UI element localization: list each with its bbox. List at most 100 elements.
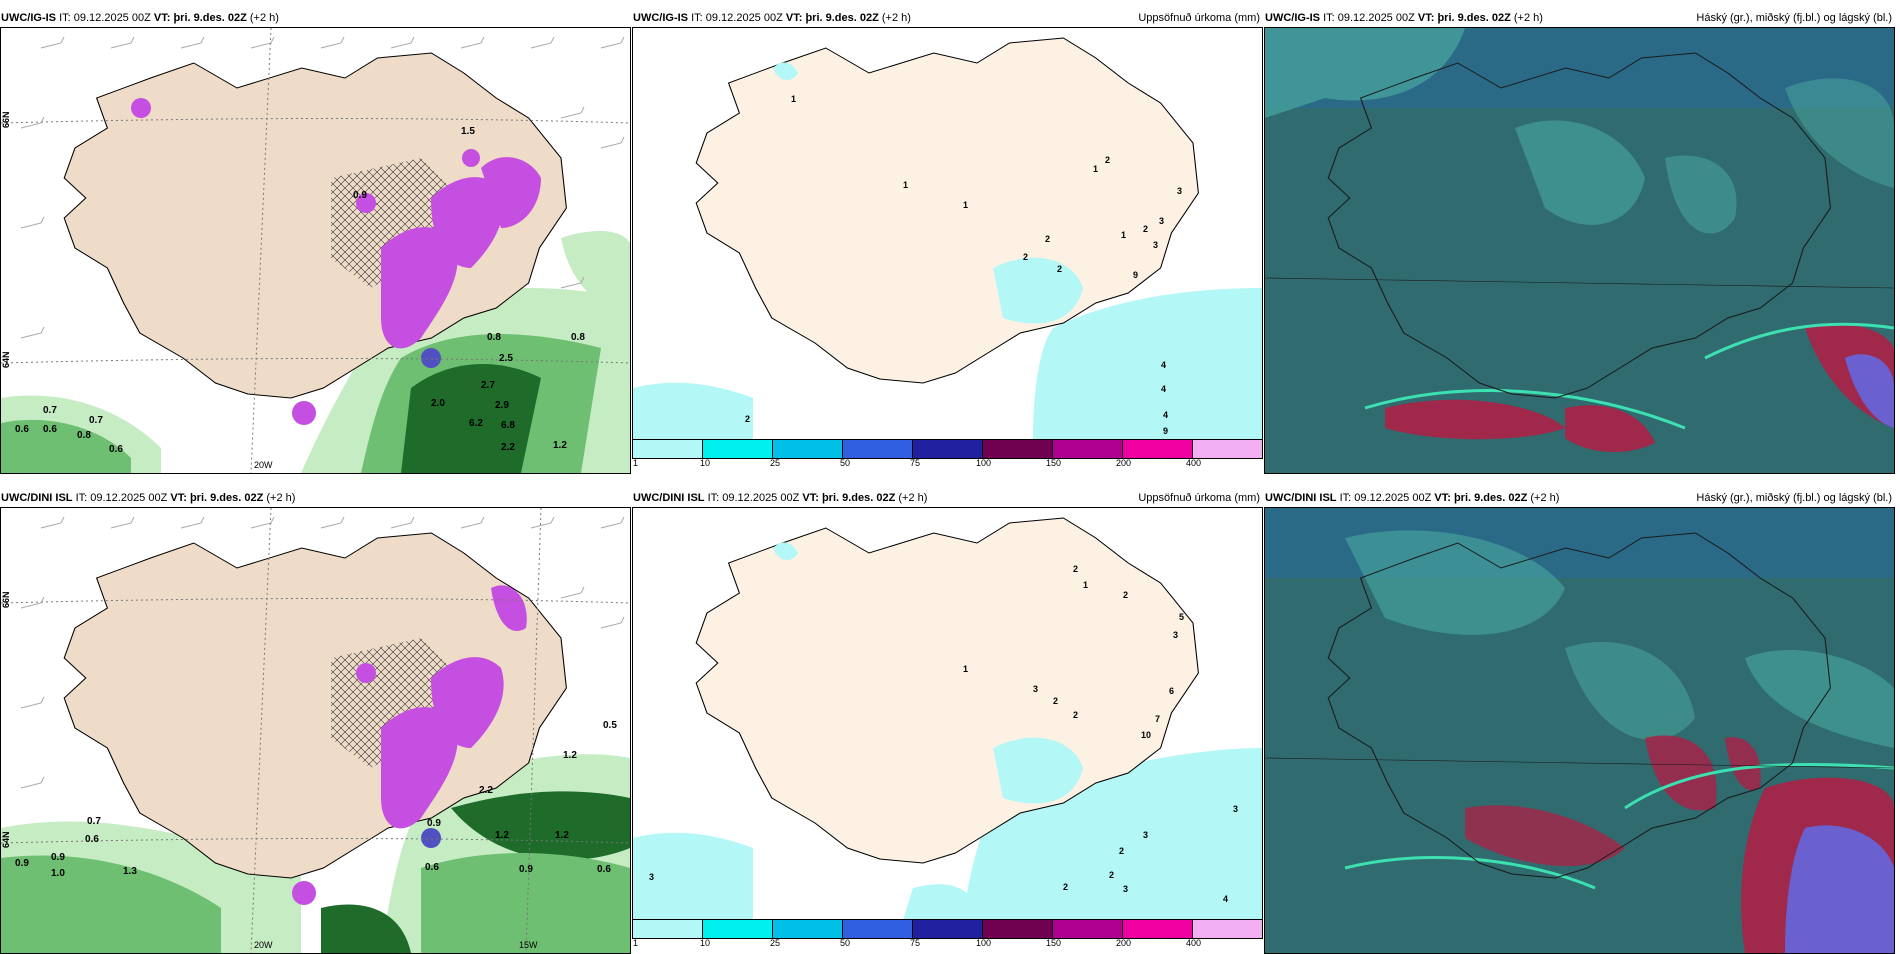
svg-text:0.9: 0.9	[15, 858, 29, 869]
legend-color-1	[633, 440, 703, 458]
legend-color-75	[913, 440, 983, 458]
legend-color-150	[1053, 440, 1123, 458]
map-accum-precip[interactable]: 1 1 2 2 3 2 3 1 1 2 3 9 2 4 4 4 9 2 1	[632, 27, 1263, 441]
svg-text:1: 1	[903, 180, 908, 190]
svg-text:3: 3	[1159, 216, 1164, 226]
svg-text:2: 2	[1073, 710, 1078, 720]
legend-color-25	[773, 920, 843, 938]
svg-text:0.8: 0.8	[77, 430, 91, 441]
svg-text:2.7: 2.7	[481, 380, 495, 391]
svg-text:3: 3	[1153, 240, 1158, 250]
panel-title: UWC/IG-IS IT: 09.12.2025 00Z VT: þri. 9.…	[1265, 12, 1892, 24]
svg-text:1: 1	[1121, 230, 1126, 240]
svg-text:9: 9	[1163, 426, 1168, 436]
svg-text:2: 2	[1105, 155, 1110, 165]
svg-text:2: 2	[1023, 252, 1028, 262]
panel-title: UWC/DINI ISL IT: 09.12.2025 00Z VT: þri.…	[633, 492, 1260, 504]
svg-text:0.6: 0.6	[109, 444, 123, 455]
svg-text:1.2: 1.2	[555, 830, 569, 841]
map-wind-precip-dini[interactable]: 66N 64N 20W 15W 0.7 0.6 0.9 0.9 1.0 1.3 …	[0, 507, 631, 954]
svg-text:66N: 66N	[1, 111, 11, 128]
svg-text:5: 5	[1179, 612, 1184, 622]
svg-text:0.6: 0.6	[597, 864, 611, 875]
svg-text:6.2: 6.2	[469, 418, 483, 429]
svg-text:6: 6	[1169, 686, 1174, 696]
svg-text:3: 3	[1123, 884, 1128, 894]
svg-text:4: 4	[1163, 410, 1168, 420]
svg-text:0.6: 0.6	[43, 424, 57, 435]
svg-text:1: 1	[1093, 164, 1098, 174]
svg-text:15W: 15W	[519, 940, 538, 950]
panel-title: UWC/IG-IS IT: 09.12.2025 00Z VT: þri. 9.…	[633, 12, 1260, 24]
svg-text:3: 3	[649, 872, 654, 882]
svg-text:0.6: 0.6	[425, 862, 439, 873]
map-clouds-dini[interactable]	[1264, 507, 1895, 954]
svg-text:1: 1	[963, 200, 968, 210]
svg-text:1.3: 1.3	[123, 866, 137, 877]
panel-top-left: UWC/IG-IS IT: 09.12.2025 00Z VT: þri. 9.…	[0, 8, 631, 474]
panel-title: UWC/DINI ISL IT: 09.12.2025 00Z VT: þri.…	[1265, 492, 1892, 504]
panel-bottom-left: UWC/DINI ISL IT: 09.12.2025 00Z VT: þri.…	[0, 488, 631, 954]
map-wind-precip[interactable]: 66N 64N 20W 0.8 0.6 0.7 0.7 0.8 0.6 0.6 …	[0, 27, 631, 474]
svg-text:2: 2	[1119, 846, 1124, 856]
map-clouds[interactable]	[1264, 27, 1895, 474]
legend-color-100	[983, 440, 1053, 458]
svg-text:0.7: 0.7	[87, 816, 101, 827]
svg-text:2: 2	[1053, 696, 1058, 706]
svg-text:2: 2	[1109, 870, 1114, 880]
svg-text:3: 3	[1177, 186, 1182, 196]
legend-color-10	[703, 440, 773, 458]
svg-text:1.5: 1.5	[461, 126, 475, 137]
svg-text:6.8: 6.8	[501, 420, 515, 431]
svg-text:0.7: 0.7	[89, 415, 103, 426]
legend-color-50	[843, 920, 913, 938]
svg-text:2: 2	[1063, 882, 1068, 892]
svg-text:2: 2	[745, 414, 750, 424]
svg-text:2.5: 2.5	[499, 353, 513, 364]
svg-text:1: 1	[791, 94, 796, 104]
panel-bottom-middle: UWC/DINI ISL IT: 09.12.2025 00Z VT: þri.…	[632, 488, 1263, 950]
svg-text:0.8: 0.8	[487, 332, 501, 343]
svg-text:7: 7	[1155, 714, 1160, 724]
precip-legend	[632, 919, 1263, 939]
svg-text:4: 4	[1161, 384, 1166, 394]
svg-text:0.7: 0.7	[43, 405, 57, 416]
legend-color-75	[913, 920, 983, 938]
svg-text:2.9: 2.9	[495, 400, 509, 411]
svg-text:1.2: 1.2	[553, 440, 567, 451]
precip-legend	[632, 439, 1263, 459]
svg-text:0.9: 0.9	[353, 190, 367, 201]
svg-text:4: 4	[1223, 894, 1228, 904]
svg-text:2.0: 2.0	[431, 398, 445, 409]
svg-text:10: 10	[1141, 730, 1151, 740]
legend-color-400	[1193, 920, 1262, 938]
svg-text:64N: 64N	[1, 831, 11, 848]
svg-text:2.2: 2.2	[501, 442, 515, 453]
svg-text:3: 3	[1233, 804, 1238, 814]
svg-text:1.2: 1.2	[495, 830, 509, 841]
svg-text:0.6: 0.6	[15, 424, 29, 435]
svg-text:2.2: 2.2	[479, 785, 493, 796]
legend-color-100	[983, 920, 1053, 938]
svg-text:4: 4	[1161, 360, 1166, 370]
svg-text:1.0: 1.0	[51, 868, 65, 879]
svg-text:0.6: 0.6	[85, 834, 99, 845]
svg-text:0.8: 0.8	[571, 332, 585, 343]
svg-text:3: 3	[1033, 684, 1038, 694]
legend-ticks: 1 10 25 50 75 100 150 200 400	[633, 938, 1202, 948]
legend-color-50	[843, 440, 913, 458]
svg-text:2: 2	[1143, 224, 1148, 234]
legend-color-10	[703, 920, 773, 938]
svg-text:0.9: 0.9	[51, 852, 65, 863]
svg-text:3: 3	[1173, 630, 1178, 640]
legend-ticks: 1 10 25 50 75 100 150 200 400	[633, 458, 1202, 468]
svg-text:2: 2	[1123, 590, 1128, 600]
panel-title: UWC/IG-IS IT: 09.12.2025 00Z VT: þri. 9.…	[1, 12, 279, 24]
svg-text:1: 1	[963, 664, 968, 674]
svg-text:0.9: 0.9	[519, 864, 533, 875]
legend-color-150	[1053, 920, 1123, 938]
svg-text:2: 2	[1045, 234, 1050, 244]
svg-text:20W: 20W	[254, 460, 273, 470]
map-accum-precip-dini[interactable]: 2 1 1 3 2 2 7 10 6 3 5 2 3 3 2 2 3 4 2 3	[632, 507, 1263, 921]
panel-title: UWC/DINI ISL IT: 09.12.2025 00Z VT: þri.…	[1, 492, 296, 504]
